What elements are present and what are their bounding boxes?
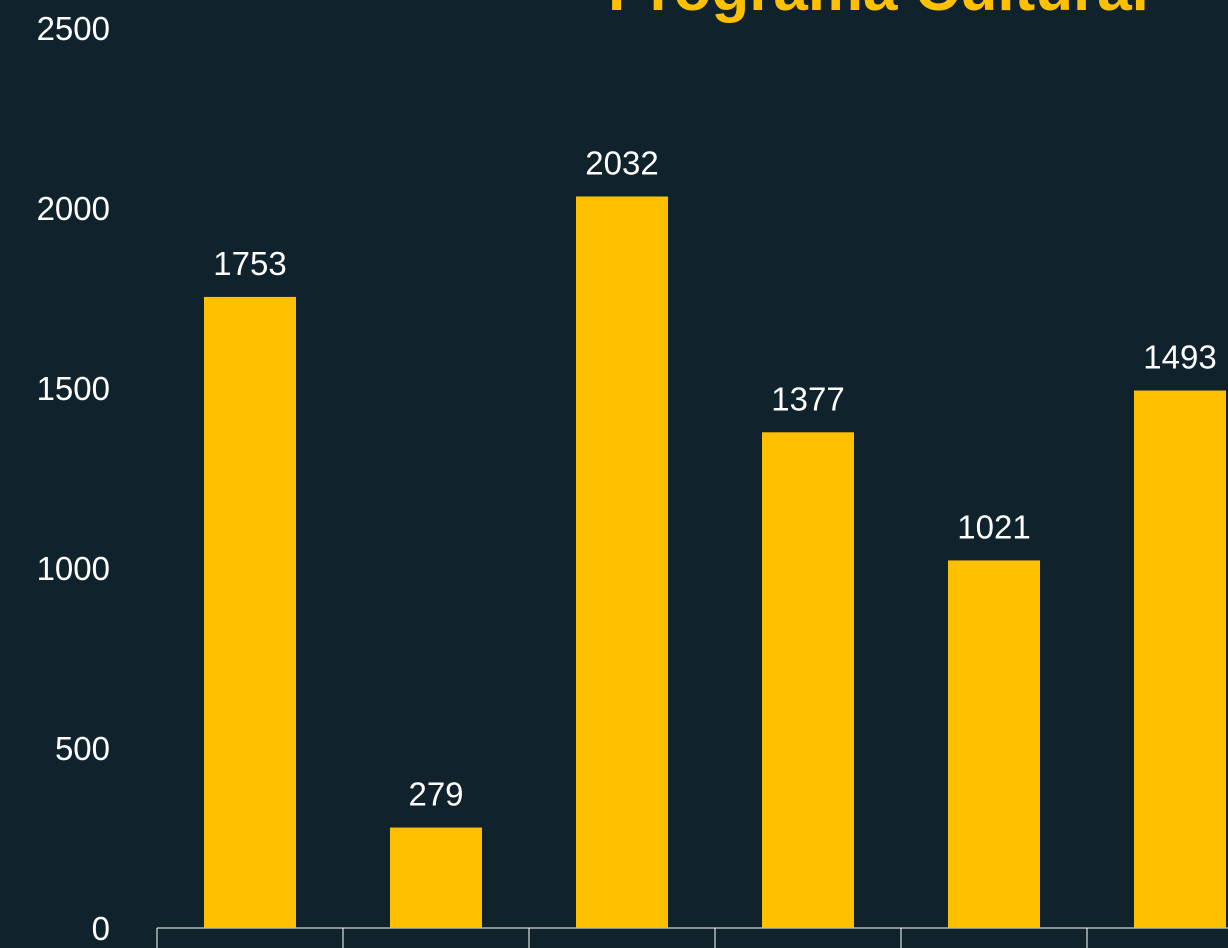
value-label: 1493 xyxy=(1143,339,1216,376)
bar xyxy=(204,296,296,928)
value-label: 2032 xyxy=(585,144,658,181)
y-tick-label: 2500 xyxy=(37,10,110,47)
bar xyxy=(948,560,1040,928)
value-label: 1377 xyxy=(771,380,844,417)
y-tick-label: 1000 xyxy=(37,550,110,587)
y-tick-label: 500 xyxy=(55,730,110,767)
y-tick-label: 1500 xyxy=(37,370,110,407)
chart-title: Programa Cultural xyxy=(608,0,1149,24)
value-label: 1021 xyxy=(957,508,1030,545)
y-tick-label: 0 xyxy=(92,910,110,947)
bar xyxy=(762,432,854,928)
bar xyxy=(576,196,668,929)
value-label: 279 xyxy=(408,776,463,813)
bar xyxy=(1134,390,1226,928)
value-label: 1753 xyxy=(213,245,286,282)
y-tick-label: 2000 xyxy=(37,190,110,227)
bar xyxy=(390,827,482,928)
